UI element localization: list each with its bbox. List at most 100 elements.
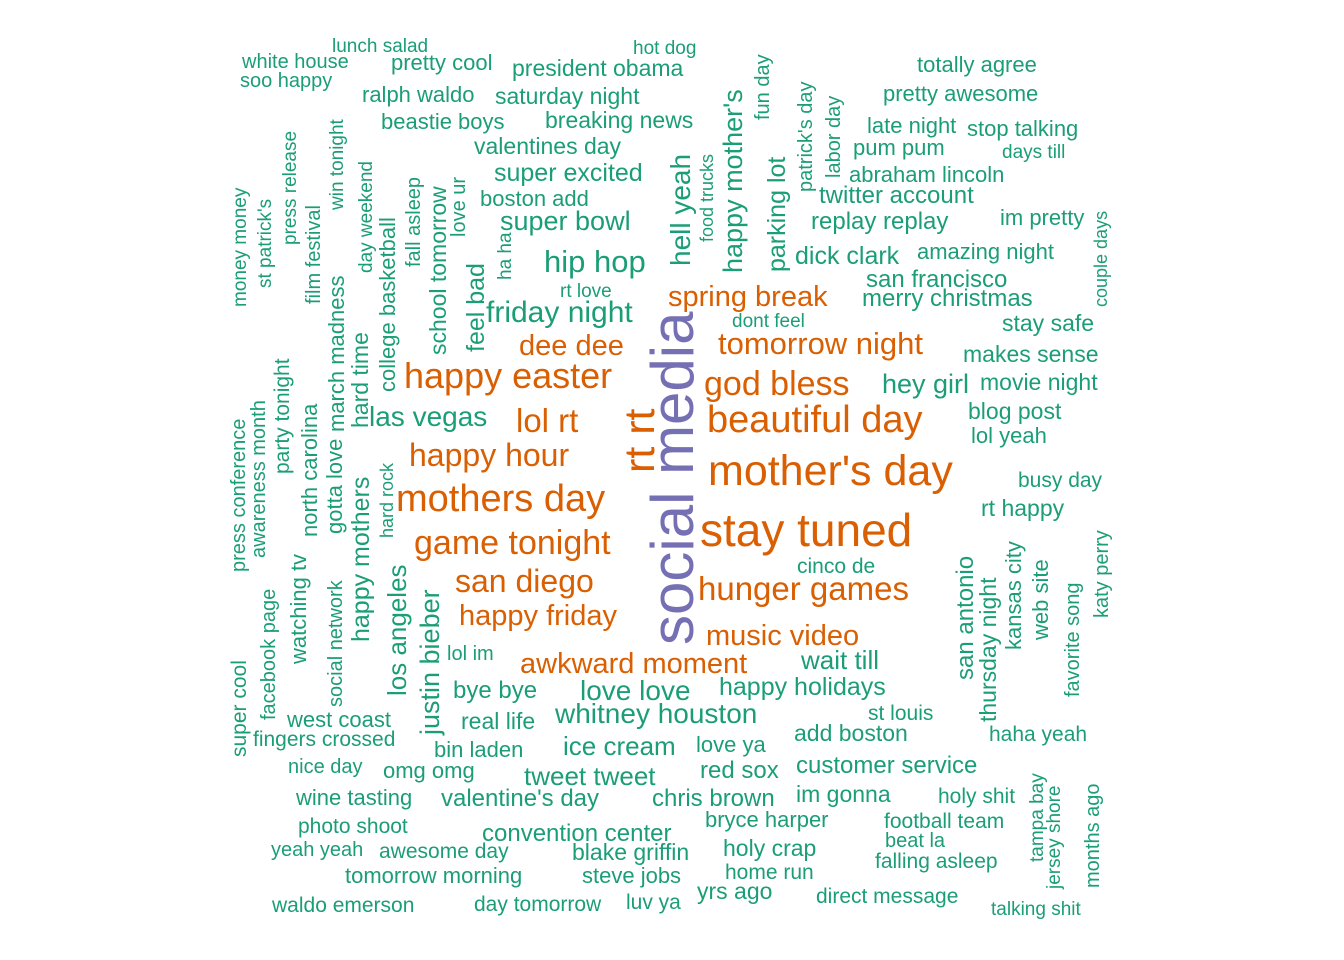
word-happy-mothers: happy mothers bbox=[347, 477, 375, 642]
word-busy-day: busy day bbox=[1018, 469, 1103, 492]
word-mother-s-day: mother's day bbox=[708, 447, 953, 495]
word-jersey-shore: jersey shore bbox=[1044, 786, 1065, 891]
word-replay-replay: replay replay bbox=[811, 208, 948, 235]
word-press-release: press release bbox=[280, 131, 301, 245]
word-omg-omg: omg omg bbox=[383, 758, 475, 783]
word-nice-day: nice day bbox=[288, 756, 363, 778]
word-hard-rock: hard rock bbox=[377, 462, 397, 538]
word-beat-la: beat la bbox=[885, 830, 946, 852]
word-college-basketball: college basketball bbox=[375, 217, 400, 392]
word-late-night: late night bbox=[867, 113, 956, 138]
word-haha-yeah: haha yeah bbox=[989, 723, 1087, 746]
word-music-video: music video bbox=[706, 620, 859, 652]
word-falling-asleep: falling asleep bbox=[875, 850, 998, 873]
word-customer-service: customer service bbox=[796, 752, 977, 779]
word-cinco-de: cinco de bbox=[797, 555, 875, 578]
word-san-diego: san diego bbox=[455, 563, 594, 599]
word-thursday-night: thursday night bbox=[975, 577, 1001, 722]
word-mothers-day: mothers day bbox=[396, 478, 605, 520]
word-fun-day: fun day bbox=[752, 54, 774, 120]
word-dont-feel: dont feel bbox=[732, 311, 805, 332]
word-amazing-night: amazing night bbox=[917, 239, 1054, 264]
word-tampa-bay: tampa bay bbox=[1027, 773, 1048, 862]
word-blake-griffin: blake griffin bbox=[572, 839, 689, 865]
word-press-conference: press conference bbox=[228, 419, 250, 572]
word-west-coast: west coast bbox=[286, 707, 391, 732]
word-social-media: social media bbox=[639, 311, 706, 645]
word-hell-yeah: hell yeah bbox=[665, 154, 696, 266]
word-money-money: money money bbox=[230, 187, 251, 307]
word-god-bless: god bless bbox=[704, 365, 850, 403]
word-love-ya: love ya bbox=[696, 732, 766, 757]
word-stay-tuned: stay tuned bbox=[700, 504, 912, 556]
word-pretty-awesome: pretty awesome bbox=[883, 81, 1038, 106]
word-katy-perry: katy perry bbox=[1091, 530, 1113, 618]
word-breaking-news: breaking news bbox=[545, 107, 693, 133]
word-tomorrow-morning: tomorrow morning bbox=[345, 863, 522, 888]
word-white-house: white house bbox=[241, 51, 349, 73]
word-boston-add: boston add bbox=[480, 186, 589, 211]
word-lol-im: lol im bbox=[447, 643, 494, 665]
word-photo-shoot: photo shoot bbox=[298, 815, 408, 838]
word-watching-tv: watching tv bbox=[286, 554, 311, 665]
word-food-trucks: food trucks bbox=[697, 154, 717, 242]
word-facebook-page: facebook page bbox=[258, 589, 280, 720]
word-super-excited: super excited bbox=[494, 159, 643, 187]
word-hunger-games: hunger games bbox=[698, 570, 909, 607]
word-dick-clark: dick clark bbox=[795, 242, 900, 270]
word-happy-friday: happy friday bbox=[459, 600, 617, 632]
word-convention-center: convention center bbox=[482, 820, 671, 847]
word-ralph-waldo: ralph waldo bbox=[362, 82, 475, 107]
word-wait-till: wait till bbox=[800, 645, 879, 675]
word-st-patrick-s: st patrick's bbox=[255, 199, 276, 288]
word-home-run: home run bbox=[725, 861, 814, 884]
word-lunch-salad: lunch salad bbox=[332, 36, 428, 57]
word-waldo-emerson: waldo emerson bbox=[271, 894, 414, 917]
word-awkward-moment: awkward moment bbox=[520, 648, 747, 680]
word-soo-happy: soo happy bbox=[240, 70, 332, 92]
word-tweet-tweet: tweet tweet bbox=[524, 761, 656, 791]
word-rt-happy: rt happy bbox=[981, 495, 1065, 521]
word-web-site: web site bbox=[1028, 559, 1053, 641]
word-gotta-love: gotta love bbox=[322, 439, 347, 534]
word-ha-ha: ha ha bbox=[495, 232, 516, 280]
word-yeah-yeah: yeah yeah bbox=[271, 839, 363, 861]
word-hard-time: hard time bbox=[347, 332, 373, 428]
word-happy-hour: happy hour bbox=[409, 437, 569, 473]
word-day-weekend: day weekend bbox=[356, 161, 377, 273]
word-direct-message: direct message bbox=[816, 885, 958, 908]
word-abraham-lincoln: abraham lincoln bbox=[849, 162, 1004, 187]
word-fingers-crossed: fingers crossed bbox=[253, 728, 395, 751]
word-blog-post: blog post bbox=[968, 398, 1062, 424]
word-super-bowl: super bowl bbox=[500, 206, 631, 236]
word-couple-days: couple days bbox=[1091, 211, 1111, 307]
word-steve-jobs: steve jobs bbox=[582, 863, 681, 888]
word-happy-mother-s: happy mother's bbox=[718, 89, 748, 273]
word-film-festival: film festival bbox=[303, 205, 325, 304]
word-los-angeles: los angeles bbox=[382, 564, 412, 696]
word-school-tomorrow: school tomorrow bbox=[425, 186, 451, 355]
word-kansas-city: kansas city bbox=[1001, 541, 1026, 650]
word-totally-agree: totally agree bbox=[917, 52, 1037, 77]
word-lol-yeah: lol yeah bbox=[971, 423, 1047, 448]
word-add-boston: add boston bbox=[794, 720, 908, 746]
word-parking-lot: parking lot bbox=[763, 157, 791, 272]
word-makes-sense: makes sense bbox=[963, 341, 1099, 367]
word-chris-brown: chris brown bbox=[652, 785, 775, 812]
word-friday-night: friday night bbox=[486, 296, 633, 329]
word-rt-rt: rt rt bbox=[616, 408, 664, 473]
word-president-obama: president obama bbox=[512, 55, 684, 81]
word-patrick-s-day: patrick's day bbox=[795, 81, 817, 192]
word-twitter-account: twitter account bbox=[819, 182, 974, 209]
word-ice-cream: ice cream bbox=[563, 731, 676, 761]
word-valentines-day: valentines day bbox=[474, 133, 622, 159]
word-super-cool: super cool bbox=[228, 660, 251, 757]
word-day-tomorrow: day tomorrow bbox=[474, 893, 602, 916]
word-awesome-day: awesome day bbox=[379, 840, 509, 863]
word-rt-love: rt love bbox=[560, 281, 612, 302]
word-saturday-night: saturday night bbox=[495, 83, 640, 109]
word-days-till: days till bbox=[1002, 142, 1065, 163]
word-pum-pum: pum pum bbox=[853, 135, 945, 160]
word-love-love: love love bbox=[580, 675, 691, 706]
